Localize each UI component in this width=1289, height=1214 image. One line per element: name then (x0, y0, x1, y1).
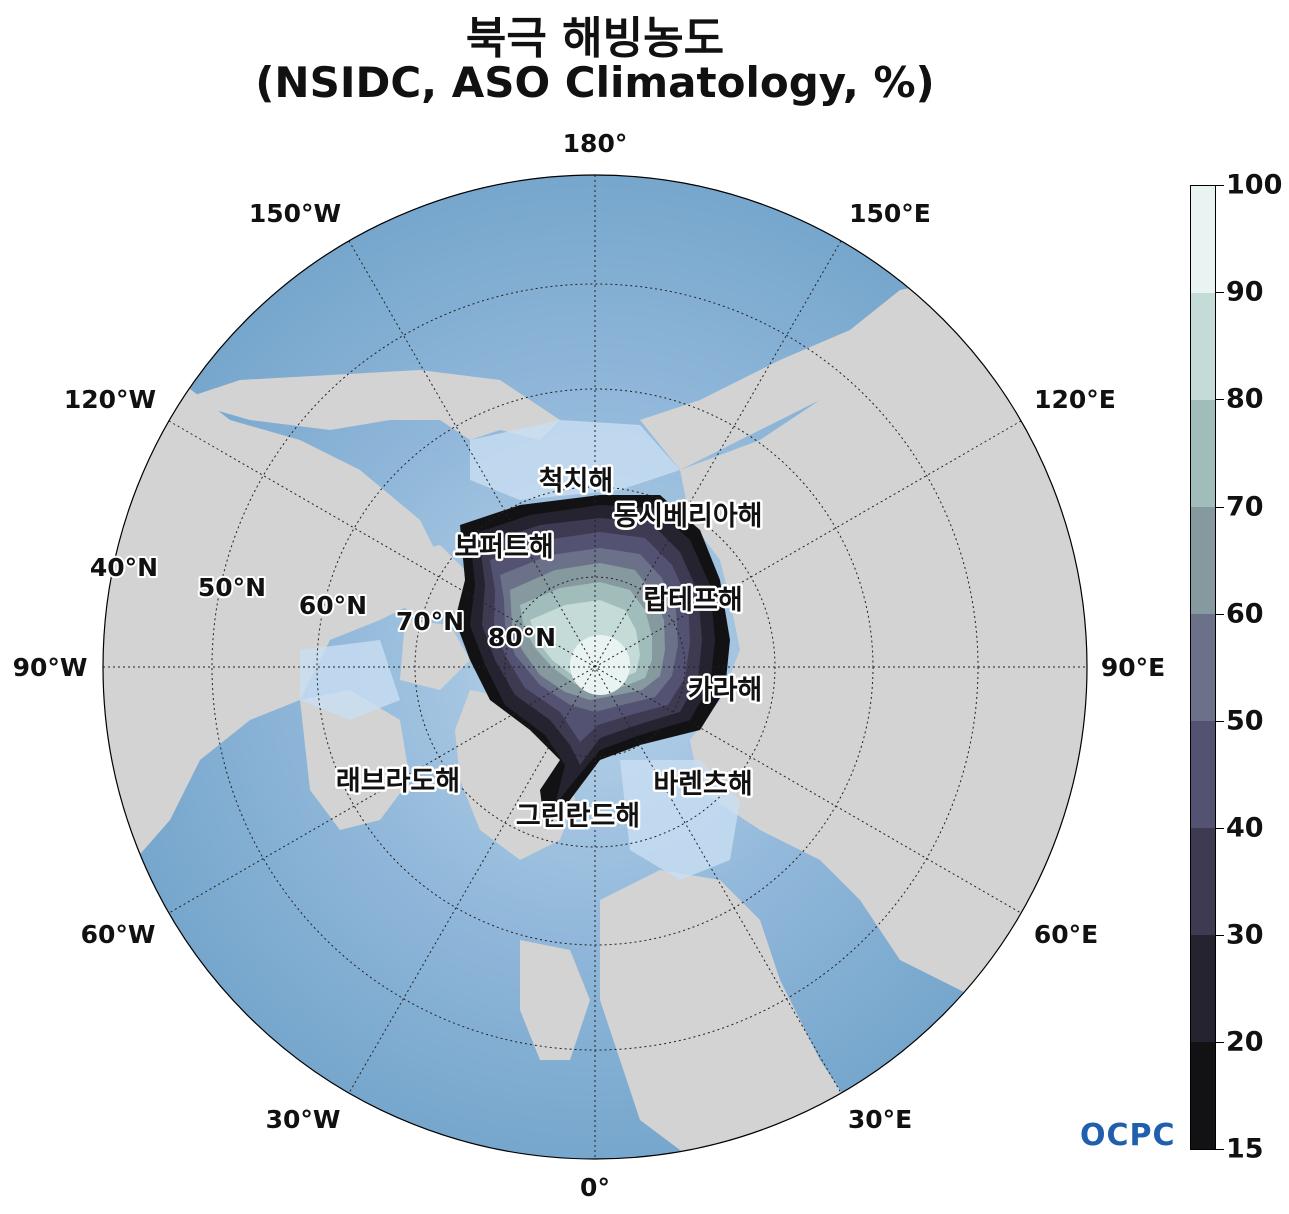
lat-label-50: 50°N (198, 573, 266, 602)
colorbar-tick (1216, 507, 1224, 508)
colorbar-segment-20-30 (1191, 935, 1215, 1042)
lon-label-30w: 30°W (266, 1105, 341, 1134)
map-title: 북극 해빙농도 (465, 13, 725, 64)
land (103, 260, 1087, 1159)
colorbar-label-50: 50 (1226, 705, 1264, 737)
lon-label-30e: 30°E (848, 1105, 912, 1134)
colorbar-label-20: 20 (1226, 1026, 1264, 1058)
colorbar-tick (1216, 935, 1224, 936)
colorbar-label-90: 90 (1226, 276, 1264, 308)
lon-label-150w: 150°W (249, 199, 341, 228)
colorbar-tick (1216, 721, 1224, 722)
lon-label-180: 180° (563, 129, 628, 158)
lon-label-120w: 120°W (64, 385, 156, 414)
colorbar-segment-70-80 (1191, 400, 1215, 507)
lon-label-90e: 90°E (1101, 653, 1165, 682)
lat-label-70: 70°N (396, 607, 464, 636)
colorbar-segment-15-20 (1191, 1042, 1215, 1149)
colorbar-tick (1216, 399, 1224, 400)
colorbar-tick (1216, 828, 1224, 829)
colorbar-label-70: 70 (1226, 491, 1264, 523)
colorbar-label-15: 15 (1226, 1133, 1264, 1165)
lat-label-40: 40°N (90, 553, 158, 582)
colorbar-tick (1216, 185, 1224, 186)
lon-label-0: 0° (580, 1173, 610, 1202)
colorbar-tick (1216, 1042, 1224, 1043)
colorbar-segment-60-70 (1191, 507, 1215, 614)
colorbar-segment-30-40 (1191, 828, 1215, 935)
colorbar-segment-90-100 (1191, 186, 1215, 293)
lon-label-60e: 60°E (1034, 920, 1098, 949)
colorbar-label-60: 60 (1226, 598, 1264, 630)
lat-label-80: 80°N (488, 623, 556, 652)
colorbar (1190, 185, 1216, 1150)
colorbar-label-100: 100 (1226, 169, 1283, 201)
lon-label-60w: 60°W (81, 920, 156, 949)
colorbar-label-40: 40 (1226, 812, 1264, 844)
sea-label-labrador: 래브라도해 (336, 766, 460, 797)
colorbar-tick (1216, 614, 1224, 615)
colorbar-segment-50-60 (1191, 614, 1215, 721)
colorbar-tick (1216, 292, 1224, 293)
shelf-water (300, 420, 740, 880)
sea-label-chukchi: 척치해 (539, 466, 614, 497)
colorbar-segment-40-50 (1191, 721, 1215, 828)
graticule (103, 175, 1087, 1159)
lon-label-150e: 150°E (849, 199, 931, 228)
sea-label-kara: 카라해 (688, 675, 763, 706)
lon-label-90w: 90°W (13, 653, 88, 682)
sea-label-beaufort: 보퍼트해 (454, 532, 553, 563)
ocpc-logo: OCPC (1080, 1118, 1176, 1153)
sea-label-east-siberian: 동시베리아해 (613, 501, 762, 532)
sea-label-barents: 바렌츠해 (653, 769, 752, 800)
map-subtitle: (NSIDC, ASO Climatology, %) (255, 58, 935, 107)
colorbar-label-30: 30 (1226, 919, 1264, 951)
sea-label-greenland: 그린란드해 (516, 801, 640, 832)
sea-label-laptev: 랍테프해 (643, 585, 742, 616)
lon-label-120e: 120°E (1034, 385, 1116, 414)
colorbar-label-80: 80 (1226, 383, 1264, 415)
colorbar-tick (1216, 1149, 1224, 1150)
lat-label-60: 60°N (299, 591, 367, 620)
colorbar-segment-80-90 (1191, 293, 1215, 400)
map-boundary (102, 174, 1088, 1160)
